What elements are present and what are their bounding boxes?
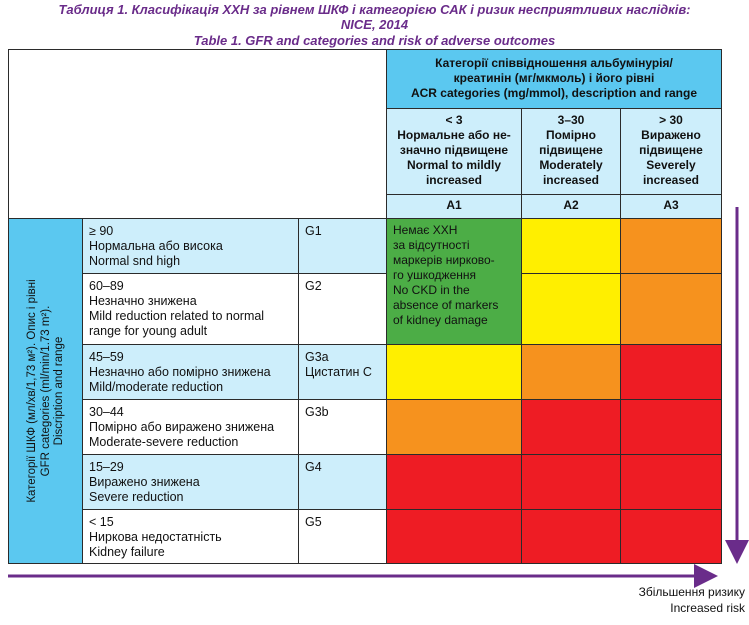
gfr-g3b-range: 30–44 xyxy=(89,405,124,419)
gfr-code-g3b: G3b xyxy=(298,399,387,455)
acr-a3-range: > 30 xyxy=(659,113,683,127)
risk-cell-g5-a1 xyxy=(386,509,522,564)
title-english: Table 1. GFR and categories and risk of … xyxy=(193,33,556,48)
acr-a1-en1: Normal to mildly xyxy=(406,158,501,172)
acr-a3-en1: Severely xyxy=(646,158,696,172)
gfr-g3a-en: Mild/moderate reduction xyxy=(89,380,224,394)
gfr-g5-en: Kidney failure xyxy=(89,545,165,559)
gfr-code-g5-label: G5 xyxy=(305,515,322,529)
gfr-code-g3a-cystatin: Цистатин С xyxy=(305,365,372,379)
risk-cell-g3b-a1 xyxy=(386,399,522,455)
acr-a2-range: 3–30 xyxy=(557,113,585,127)
gfr-code-g3a-label: G3a xyxy=(305,350,329,364)
acr-header-line1: Категорії співвідношення альбумінурія/ xyxy=(435,56,673,70)
risk-cell-g1-a2 xyxy=(521,218,621,274)
title-ukrainian: Таблиця 1. Класифікація ХХН за рівнем ШК… xyxy=(58,2,691,17)
acr-a2-en1: Moderately xyxy=(539,158,603,172)
acr-col-a1-desc: < 3 Нормальне або не- значно підвищене N… xyxy=(386,108,522,195)
gfr-code-g2: G2 xyxy=(298,273,387,345)
acr-a1-en2: increased xyxy=(425,173,483,187)
acr-a2-ua2: підвищене xyxy=(539,143,603,157)
risk-cell-g3a-a2 xyxy=(521,344,621,400)
no-ckd-l5: No CKD in the xyxy=(393,283,470,297)
acr-code-a2: A2 xyxy=(521,194,621,219)
gfr-g3a-ua: Незначно або помірно знижена xyxy=(89,365,271,379)
acr-a3-ua2: підвищене xyxy=(639,143,703,157)
gfr-row-g1-desc: ≥ 90 Нормальна або висока Normal snd hig… xyxy=(82,218,299,274)
gfr-g3a-range: 45–59 xyxy=(89,350,124,364)
gfr-axis-label: Категорії ШКФ (мл/хв/1,73 м²). Опис і рі… xyxy=(8,218,83,564)
gfr-g3b-en: Moderate-severe reduction xyxy=(89,435,239,449)
no-ckd-l2: за відсутності xyxy=(393,238,470,252)
gfr-code-g1-label: G1 xyxy=(305,224,322,238)
no-ckd-l7: of kidney damage xyxy=(393,313,488,327)
gfr-code-g5: G5 xyxy=(298,509,387,564)
no-ckd-l1: Немає ХХН xyxy=(393,223,458,237)
no-ckd-l4: го ушкодження xyxy=(393,268,476,282)
gfr-g1-ua: Нормальна або висока xyxy=(89,239,223,253)
gfr-row-g2-desc: 60–89 Незначно знижена Mild reduction re… xyxy=(82,273,299,345)
risk-cell-g2-a3 xyxy=(620,273,722,345)
risk-cell-g3a-a3 xyxy=(620,344,722,400)
no-ckd-l6: absence of markers xyxy=(393,298,499,312)
acr-col-a3-desc: > 30 Виражено підвищене Severely increas… xyxy=(620,108,722,195)
gfr-row-g3b-desc: 30–44 Помірно або виражено знижена Moder… xyxy=(82,399,299,455)
acr-a1-ua2: значно підвищене xyxy=(399,143,509,157)
gfr-g2-range: 60–89 xyxy=(89,279,124,293)
no-ckd-l3: маркерів нирково- xyxy=(393,253,495,267)
gfr-row-g5-desc: < 15 Ниркова недостатність Kidney failur… xyxy=(82,509,299,564)
risk-cell-g3a-a1 xyxy=(386,344,522,400)
risk-label-ua: Збільшення ризику xyxy=(638,585,745,599)
risk-cell-g4-a1 xyxy=(386,454,522,510)
empty-corner xyxy=(8,49,387,219)
acr-a3-en2: increased xyxy=(642,173,700,187)
gfr-code-g4: G4 xyxy=(298,454,387,510)
gfr-g1-en: Normal snd high xyxy=(89,254,181,268)
acr-a3-ua1: Виражено xyxy=(641,128,701,142)
gfr-g4-range: 15–29 xyxy=(89,460,124,474)
gfr-code-g3b-label: G3b xyxy=(305,405,329,419)
acr-a1-ua1: Нормальне або не- xyxy=(397,128,511,142)
acr-col-a2-desc: 3–30 Помірно підвищене Moderately increa… xyxy=(521,108,621,195)
gfr-g5-range: < 15 xyxy=(89,515,114,529)
gfr-code-g4-label: G4 xyxy=(305,460,322,474)
gfr-g1-range: ≥ 90 xyxy=(89,224,114,238)
gfr-g5-ua: Ниркова недостатність xyxy=(89,530,222,544)
acr-a2-en2: increased xyxy=(542,173,600,187)
risk-cell-g5-a3 xyxy=(620,509,722,564)
risk-label-en: Increased risk xyxy=(670,601,745,615)
risk-cell-g5-a2 xyxy=(521,509,621,564)
gfr-g2-en2: range for young adult xyxy=(89,324,208,338)
risk-cell-g2-a2 xyxy=(521,273,621,345)
acr-header-line2: креатинін (мг/мкмоль) і його рівні xyxy=(453,71,655,85)
acr-a1-range: < 3 xyxy=(445,113,463,127)
title-source: NICE, 2014 xyxy=(340,17,409,32)
acr-header: Категорії співвідношення альбумінурія/ к… xyxy=(386,49,722,109)
gfr-row-g4-desc: 15–29 Виражено знижена Severe reduction xyxy=(82,454,299,510)
gfr-g4-ua: Виражено знижена xyxy=(89,475,200,489)
risk-cell-g4-a3 xyxy=(620,454,722,510)
gfr-g3b-ua: Помірно або виражено знижена xyxy=(89,420,275,434)
gfr-g4-en: Severe reduction xyxy=(89,490,184,504)
acr-a2-ua1: Помірно xyxy=(546,128,596,142)
acr-header-line3: ACR categories (mg/mmol), description an… xyxy=(410,86,698,100)
gfr-g2-ua: Незначно знижена xyxy=(89,294,197,308)
gfr-g2-en1: Mild reduction related to normal xyxy=(89,309,265,323)
gfr-code-g2-label: G2 xyxy=(305,279,322,293)
